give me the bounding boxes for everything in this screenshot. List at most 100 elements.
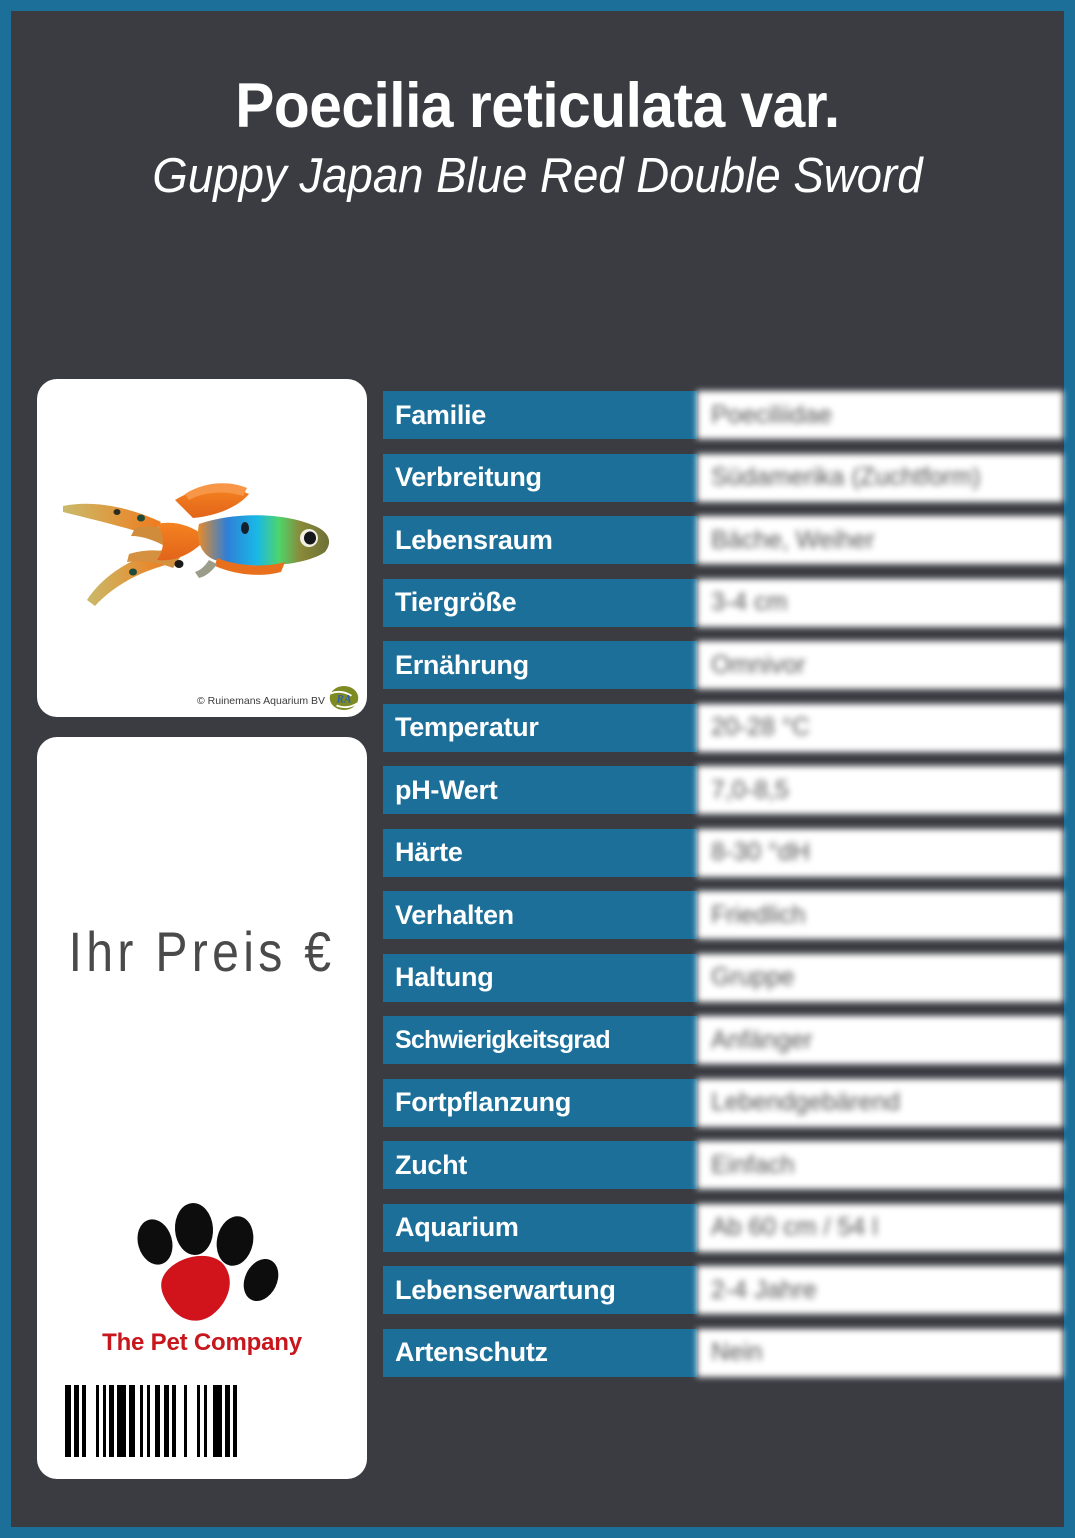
- barcode-bar: [225, 1385, 230, 1457]
- barcode-bar: [169, 1385, 172, 1457]
- spec-row: Härte 8-30 °dH: [383, 828, 1063, 877]
- barcode-bar: [176, 1385, 184, 1457]
- barcode-bar: [187, 1385, 197, 1457]
- spec-row: Lebenserwartung 2-4 Jahre: [383, 1266, 1063, 1314]
- page-header: Poecilia reticulata var. Guppy Japan Blu…: [11, 73, 1064, 206]
- barcode-bar: [172, 1385, 176, 1457]
- spec-row: Temperatur 20-28 °C: [383, 703, 1063, 752]
- spec-label: Verhalten: [383, 891, 697, 939]
- barcode-bar: [99, 1385, 103, 1457]
- spec-value: 8-30 °dH: [697, 828, 1063, 877]
- spec-label: Lebensraum: [383, 516, 697, 564]
- spec-value: 20-28 °C: [697, 703, 1063, 752]
- spec-value: Ab 60 cm / 54 l: [697, 1203, 1063, 1252]
- barcode-bar: [147, 1385, 150, 1457]
- species-photo-card: RA © Ruinemans Aquarium BV: [37, 379, 367, 717]
- barcode: [65, 1385, 339, 1457]
- barcode-bar: [117, 1385, 126, 1457]
- barcode-bar: [237, 1385, 241, 1457]
- barcode-bar: [213, 1385, 222, 1457]
- pet-company-name: The Pet Company: [102, 1329, 302, 1356]
- spec-row: Zucht Einfach: [383, 1141, 1063, 1189]
- barcode-bar: [233, 1385, 237, 1457]
- spec-row: Tiergröße 3-4 cm: [383, 578, 1063, 627]
- spec-row: Artenschutz Nein: [383, 1328, 1063, 1377]
- spec-row: Fortpflanzung Lebendgebärend: [383, 1078, 1063, 1127]
- spec-value: Anfänger: [697, 1016, 1063, 1064]
- spec-row: Schwierigkeitsgrad Anfänger: [383, 1016, 1063, 1064]
- spec-value: 2-4 Jahre: [697, 1266, 1063, 1314]
- barcode-bar: [109, 1385, 114, 1457]
- spec-value: Nein: [697, 1328, 1063, 1377]
- barcode-bar: [82, 1385, 86, 1457]
- spec-value: Südamerika (Zuchtform): [697, 453, 1063, 502]
- barcode-bar: [200, 1385, 204, 1457]
- barcode-bar: [150, 1385, 155, 1457]
- spec-value: 7,0-8,5: [697, 766, 1063, 814]
- barcode-bar: [129, 1385, 135, 1457]
- spec-label: pH-Wert: [383, 766, 697, 814]
- spec-label: Zucht: [383, 1141, 697, 1189]
- barcode-bar: [79, 1385, 82, 1457]
- spec-row: pH-Wert 7,0-8,5: [383, 766, 1063, 814]
- barcode-bar: [74, 1385, 79, 1457]
- barcode-bar: [184, 1385, 187, 1457]
- spec-label: Temperatur: [383, 703, 697, 752]
- spec-row: Familie Poeciliidae: [383, 391, 1063, 439]
- spec-label: Aquarium: [383, 1203, 697, 1252]
- barcode-bar: [114, 1385, 117, 1457]
- barcode-bar: [143, 1385, 147, 1457]
- spec-label: Artenschutz: [383, 1328, 697, 1377]
- barcode-bar: [135, 1385, 140, 1457]
- spec-label: Schwierigkeitsgrad: [383, 1016, 697, 1064]
- spec-row: Aquarium Ab 60 cm / 54 l: [383, 1203, 1063, 1252]
- spec-label: Familie: [383, 391, 697, 439]
- spec-label: Fortpflanzung: [383, 1078, 697, 1127]
- guppy-fish-image: [57, 466, 347, 616]
- spec-value: Einfach: [697, 1141, 1063, 1189]
- spec-row: Lebensraum Bäche, Weiher: [383, 516, 1063, 564]
- barcode-bar: [160, 1385, 164, 1457]
- ruinemans-aquarium-logo-icon: RA: [329, 686, 359, 710]
- barcode-bar: [222, 1385, 225, 1457]
- spec-value: Bäche, Weiher: [697, 516, 1063, 564]
- spec-label: Härte: [383, 828, 697, 877]
- barcode-bar: [204, 1385, 207, 1457]
- spec-value: Poeciliidae: [697, 391, 1063, 439]
- spec-row: Verbreitung Südamerika (Zuchtform): [383, 453, 1063, 502]
- barcode-bar: [140, 1385, 143, 1457]
- barcode-bar: [106, 1385, 109, 1457]
- spec-label: Lebenserwartung: [383, 1266, 697, 1314]
- paw-print-icon: [136, 1203, 278, 1321]
- page-subtitle: Guppy Japan Blue Red Double Sword: [152, 149, 923, 204]
- spec-label: Haltung: [383, 953, 697, 1002]
- barcode-bar: [230, 1385, 233, 1457]
- barcode-bar: [197, 1385, 200, 1457]
- photo-copyright: © Ruinemans Aquarium BV: [197, 695, 325, 707]
- spec-value: Gruppe: [697, 953, 1063, 1002]
- species-spec-table: Familie Poeciliidae Verbreitung Südamerika …: [383, 391, 1063, 1391]
- page-title: Poecilia reticulata var.: [235, 71, 840, 141]
- barcode-bar: [71, 1385, 74, 1457]
- barcode-bar: [65, 1385, 71, 1457]
- barcode-bar: [103, 1385, 106, 1457]
- barcode-bar: [126, 1385, 129, 1457]
- barcode-bar: [86, 1385, 96, 1457]
- spec-value: Friedlich: [697, 891, 1063, 939]
- pet-company-logo: The Pet Company: [37, 1197, 367, 1357]
- price-label: Ihr Preis €: [68, 920, 336, 983]
- spec-value: 3-4 cm: [697, 578, 1063, 627]
- spec-label: Verbreitung: [383, 453, 697, 502]
- barcode-bar: [155, 1385, 160, 1457]
- spec-value: Lebendgebärend: [697, 1078, 1063, 1127]
- fish-illustration: [63, 483, 330, 607]
- spec-value: Omnivor: [697, 641, 1063, 689]
- spec-label: Ernährung: [383, 641, 697, 689]
- spec-row: Haltung Gruppe: [383, 953, 1063, 1002]
- barcode-bar: [96, 1385, 99, 1457]
- card-background-panel: Poecilia reticulata var. Guppy Japan Blu…: [11, 11, 1064, 1527]
- spec-label: Tiergröße: [383, 578, 697, 627]
- price-card: Ihr Preis € The Pet Company: [37, 737, 367, 1479]
- spec-row: Verhalten Friedlich: [383, 891, 1063, 939]
